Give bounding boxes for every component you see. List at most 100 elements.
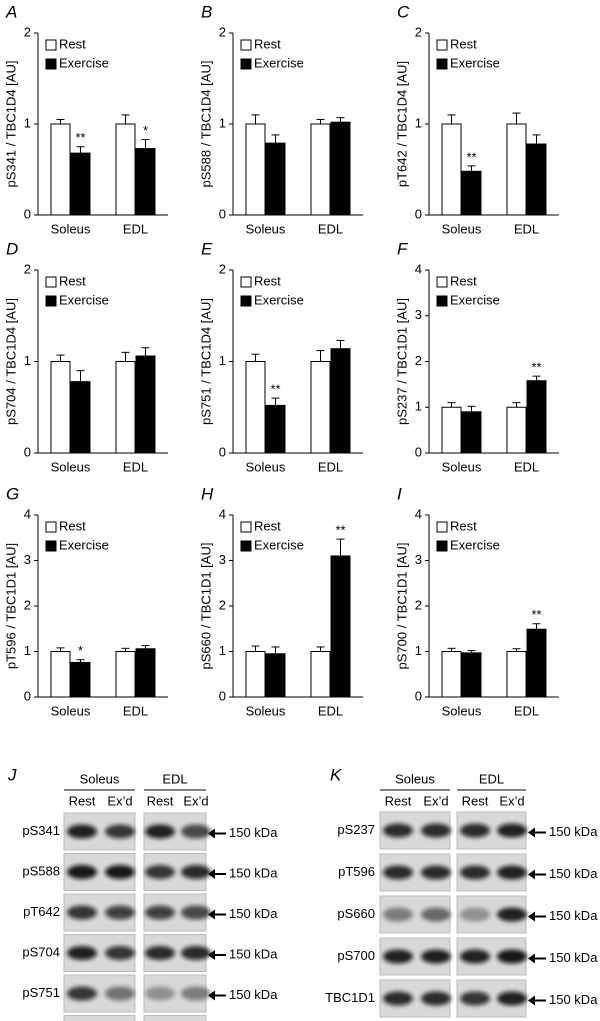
blot-band — [497, 949, 527, 964]
legend-label: Rest — [450, 36, 477, 51]
legend-swatch — [436, 295, 448, 307]
bar — [115, 361, 136, 454]
bar — [441, 651, 462, 698]
blot-band — [181, 905, 211, 920]
blot-band — [67, 905, 97, 920]
significance-label: ** — [270, 382, 280, 397]
x-tick-label: Soleus — [246, 459, 286, 474]
blot-box — [63, 1015, 136, 1021]
bar — [310, 123, 331, 216]
bar — [526, 143, 547, 216]
bar — [70, 661, 91, 698]
arrow-head — [528, 995, 535, 1006]
panel-label: B — [201, 2, 212, 21]
bar — [70, 381, 91, 454]
bar — [70, 152, 91, 216]
y-tick-label: 2 — [415, 24, 422, 39]
legend-label: Exercise — [450, 292, 500, 307]
group-label: EDL — [162, 771, 187, 786]
panel-label: J — [7, 765, 17, 784]
y-tick-label: 2 — [219, 24, 226, 39]
y-tick-label: 4 — [24, 506, 31, 521]
marker-label: 150 kDa — [549, 866, 598, 881]
lane-label: Rest — [69, 793, 96, 808]
y-axis-label: pS751 / TBC1D4 [AU] — [198, 298, 213, 425]
panel-label: D — [6, 239, 18, 258]
y-tick-label: 3 — [219, 552, 226, 567]
bar — [461, 652, 482, 698]
significance-label: ** — [75, 130, 85, 145]
bar — [461, 170, 482, 216]
bar — [330, 348, 351, 454]
x-tick-label: EDL — [318, 221, 343, 236]
bar — [310, 651, 331, 698]
row-label: TBC1D1 — [325, 990, 375, 1005]
y-tick-label: 4 — [219, 506, 226, 521]
blot-band — [145, 986, 175, 1001]
legend-label: Exercise — [450, 537, 500, 552]
y-tick-label: 0 — [219, 206, 226, 221]
x-tick-label: EDL — [318, 459, 343, 474]
legend-swatch — [240, 58, 252, 70]
blot-band — [105, 865, 135, 879]
blot-band — [383, 991, 413, 1006]
y-axis-label: pS237 / TBC1D1 [AU] — [394, 298, 409, 425]
blot-band — [67, 986, 97, 1001]
y-tick-label: 2 — [24, 261, 31, 276]
blot-band — [421, 907, 451, 922]
y-tick-label: 0 — [415, 688, 422, 703]
x-tick-label: Soleus — [246, 221, 286, 236]
legend-swatch — [45, 39, 57, 51]
legend-swatch — [436, 521, 448, 533]
significance-label: * — [78, 643, 83, 658]
blot-band — [181, 865, 211, 879]
blot-band — [105, 905, 135, 920]
blot-band — [181, 824, 211, 839]
y-tick-label: 0 — [415, 444, 422, 459]
legend-swatch — [45, 276, 57, 288]
legend-swatch — [240, 276, 252, 288]
x-tick-label: Soleus — [442, 703, 482, 718]
arrow-head — [208, 990, 215, 1001]
lane-label: Ex’d — [423, 793, 448, 808]
blot-band — [460, 949, 490, 964]
y-tick-label: 0 — [219, 688, 226, 703]
blot-band — [145, 946, 175, 960]
blot-band — [105, 986, 135, 1001]
blot-box — [143, 1015, 207, 1021]
marker-label: 150 kDa — [549, 950, 598, 965]
y-axis-label: pS704 / TBC1D4 [AU] — [3, 298, 18, 425]
panel-label: I — [397, 484, 402, 503]
x-tick-label: Soleus — [246, 703, 286, 718]
bar — [526, 628, 547, 698]
lane-label: Ex’d — [107, 793, 132, 808]
row-label: pS341 — [22, 823, 60, 838]
bar — [265, 653, 286, 698]
blot-band — [145, 865, 175, 879]
y-tick-label: 3 — [415, 307, 422, 322]
panel-label: H — [201, 484, 214, 503]
y-tick-label: 1 — [219, 115, 226, 130]
y-tick-label: 3 — [24, 552, 31, 567]
bar — [330, 121, 351, 216]
legend-label: Exercise — [254, 537, 304, 552]
bar — [526, 380, 547, 454]
y-tick-label: 2 — [24, 597, 31, 612]
legend-label: Exercise — [254, 292, 304, 307]
y-tick-label: 2 — [219, 261, 226, 276]
blot-band — [497, 907, 527, 922]
blot-band — [497, 823, 527, 838]
legend-label: Exercise — [254, 55, 304, 70]
bar — [310, 361, 331, 454]
y-tick-label: 0 — [219, 444, 226, 459]
x-tick-label: Soleus — [51, 459, 91, 474]
arrow-head — [528, 827, 535, 838]
row-label: pT596 — [338, 864, 375, 879]
bar — [50, 361, 71, 454]
marker-label: 150 kDa — [549, 824, 598, 839]
row-label: pS700 — [337, 948, 375, 963]
blot-band — [421, 991, 451, 1006]
row-label: pS237 — [337, 822, 375, 837]
y-tick-label: 1 — [415, 399, 422, 414]
